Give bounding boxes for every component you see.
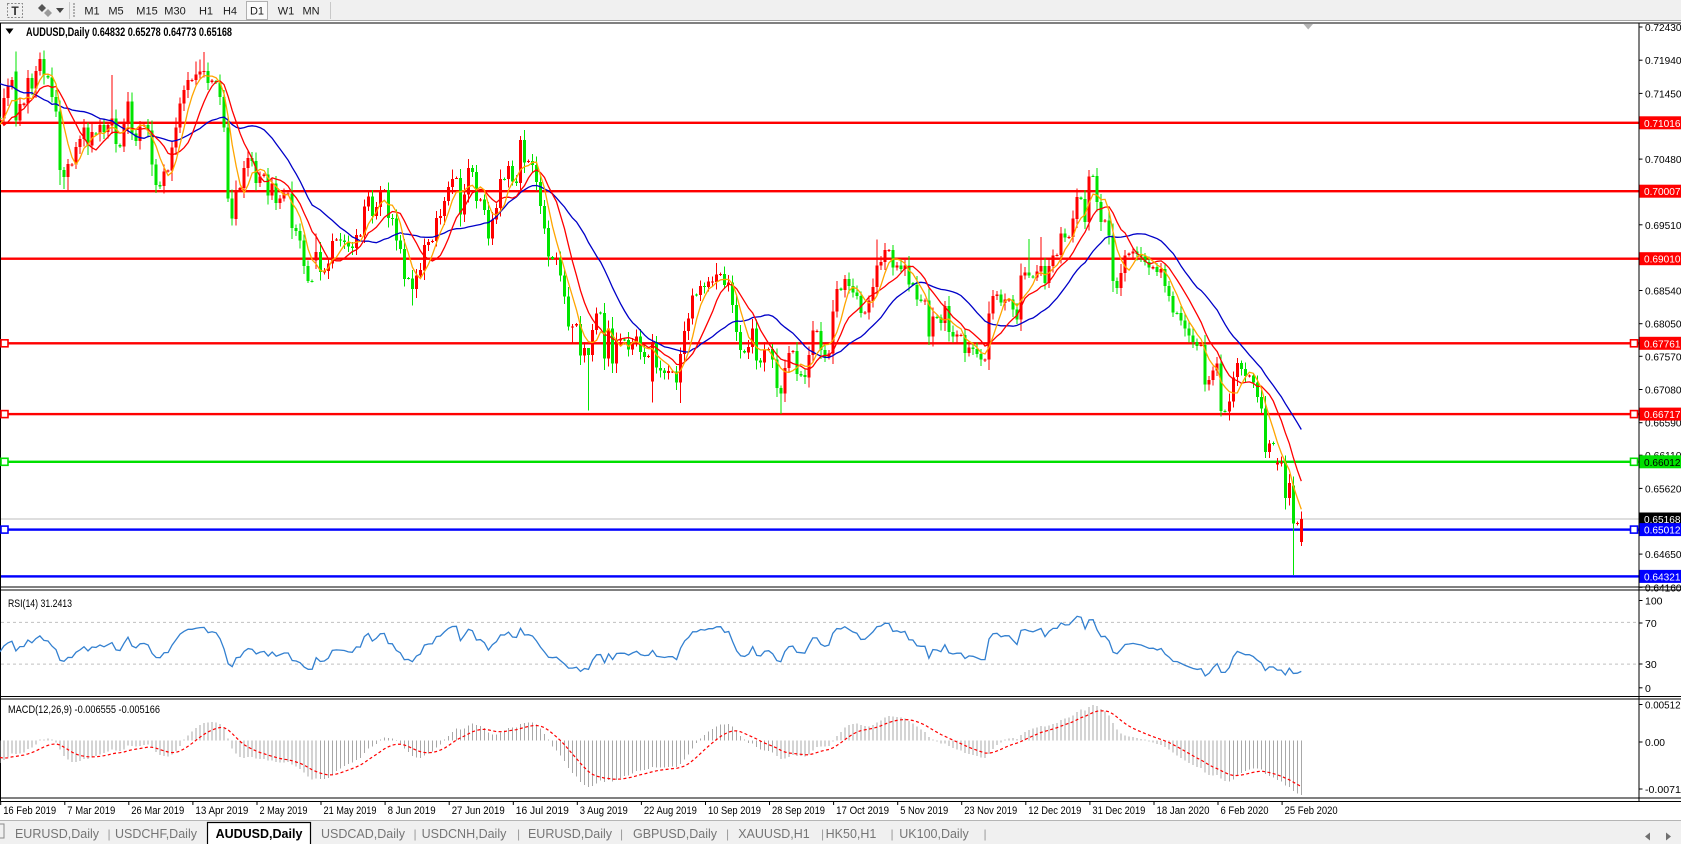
svg-text:0: 0 [1645, 683, 1651, 695]
svg-text:D1: D1 [250, 6, 264, 18]
svg-text:22 Aug 2019: 22 Aug 2019 [644, 805, 697, 817]
svg-text:UK100,Daily: UK100,Daily [899, 827, 969, 841]
svg-text:0.66590: 0.66590 [1645, 418, 1681, 430]
svg-text:H4: H4 [223, 6, 237, 18]
svg-text:M15: M15 [136, 6, 157, 18]
svg-text:0.005121: 0.005121 [1645, 700, 1681, 712]
svg-text:18 Jan 2020: 18 Jan 2020 [1157, 805, 1210, 817]
svg-text:8 Jun 2019: 8 Jun 2019 [388, 805, 436, 817]
svg-text:28 Sep 2019: 28 Sep 2019 [772, 805, 825, 817]
svg-text:0.71016: 0.71016 [1644, 118, 1681, 130]
svg-text:AUDUSD,Daily 0.64832 0.65278: AUDUSD,Daily 0.64832 0.65278 0.64773 0.6… [26, 27, 232, 39]
svg-text:0.68050: 0.68050 [1645, 319, 1681, 331]
svg-text:USDCNH,Daily: USDCNH,Daily [422, 827, 507, 841]
svg-text:M1: M1 [84, 6, 99, 18]
svg-text:0.71450: 0.71450 [1645, 88, 1681, 100]
svg-text:EURUSD,Daily: EURUSD,Daily [528, 827, 613, 841]
svg-text:RSI(14) 31.2413: RSI(14) 31.2413 [8, 598, 72, 610]
svg-text:0.67761: 0.67761 [1644, 338, 1681, 350]
svg-text:AUDUSD,Daily: AUDUSD,Daily [216, 827, 303, 841]
svg-text:0.64321: 0.64321 [1644, 571, 1681, 583]
svg-text:17 Oct 2019: 17 Oct 2019 [836, 805, 889, 817]
svg-text:GBPUSD,Daily: GBPUSD,Daily [633, 827, 718, 841]
svg-text:6 Feb 2020: 6 Feb 2020 [1221, 805, 1269, 817]
svg-text:31 Dec 2019: 31 Dec 2019 [1092, 805, 1145, 817]
svg-text:XAUUSD,H1: XAUUSD,H1 [738, 827, 810, 841]
svg-text:0.66012: 0.66012 [1644, 457, 1681, 469]
svg-text:M30: M30 [164, 6, 185, 18]
svg-text:70: 70 [1645, 618, 1657, 630]
svg-text:|: | [983, 827, 986, 841]
svg-text:0.66717: 0.66717 [1644, 409, 1681, 421]
svg-text:0.70480: 0.70480 [1645, 154, 1681, 166]
svg-text:7 Mar 2019: 7 Mar 2019 [67, 805, 115, 817]
svg-text:0.64650: 0.64650 [1645, 549, 1681, 561]
svg-text:0.64160: 0.64160 [1645, 582, 1681, 594]
svg-text:10 Sep 2019: 10 Sep 2019 [708, 805, 761, 817]
svg-text:|: | [107, 827, 110, 841]
svg-text:HK50,H1: HK50,H1 [826, 827, 877, 841]
svg-text:16 Feb 2019: 16 Feb 2019 [3, 805, 56, 817]
svg-text:|: | [620, 827, 623, 841]
svg-text:2 May 2019: 2 May 2019 [260, 805, 308, 817]
svg-text:-0.007111: -0.007111 [1645, 784, 1681, 796]
svg-text:|: | [821, 827, 824, 841]
svg-text:12 Dec 2019: 12 Dec 2019 [1028, 805, 1081, 817]
svg-text:H1: H1 [199, 6, 213, 18]
svg-text:0.72430: 0.72430 [1645, 22, 1681, 34]
svg-text:USDCAD,Daily: USDCAD,Daily [321, 827, 406, 841]
svg-text:0.67080: 0.67080 [1645, 385, 1681, 397]
svg-text:0.00: 0.00 [1645, 737, 1665, 749]
svg-text:M5: M5 [108, 6, 123, 18]
svg-text:0.70007: 0.70007 [1644, 186, 1681, 198]
svg-text:0.65012: 0.65012 [1644, 525, 1681, 537]
svg-text:0.71940: 0.71940 [1645, 55, 1681, 67]
svg-text:MACD(12,26,9) -0.006555 -0.005: MACD(12,26,9) -0.006555 -0.005166 [8, 704, 160, 716]
svg-text:0.68540: 0.68540 [1645, 286, 1681, 298]
svg-text:W1: W1 [278, 6, 295, 18]
svg-text:25 Feb 2020: 25 Feb 2020 [1285, 805, 1338, 817]
svg-text:|: | [726, 827, 729, 841]
svg-text:0.65620: 0.65620 [1645, 483, 1681, 495]
svg-text:5 Nov 2019: 5 Nov 2019 [900, 805, 948, 817]
svg-text:100: 100 [1645, 596, 1663, 608]
svg-text:21 May 2019: 21 May 2019 [324, 805, 377, 817]
svg-text:13 Apr 2019: 13 Apr 2019 [195, 805, 248, 817]
svg-text:|: | [413, 827, 416, 841]
svg-text:27 Jun 2019: 27 Jun 2019 [452, 805, 505, 817]
svg-text:|: | [517, 827, 520, 841]
svg-text:T: T [11, 4, 19, 18]
svg-text:USDCHF,Daily: USDCHF,Daily [115, 827, 198, 841]
svg-text:16 Jul 2019: 16 Jul 2019 [516, 805, 569, 817]
svg-text:30: 30 [1645, 659, 1657, 671]
svg-text:0.67570: 0.67570 [1645, 351, 1681, 363]
svg-text:23 Nov 2019: 23 Nov 2019 [964, 805, 1017, 817]
svg-text:26 Mar 2019: 26 Mar 2019 [131, 805, 184, 817]
svg-text:EURUSD,Daily: EURUSD,Daily [15, 827, 100, 841]
svg-text:0.69510: 0.69510 [1645, 220, 1681, 232]
svg-text:MN: MN [302, 6, 319, 18]
svg-text:0.65168: 0.65168 [1644, 514, 1681, 526]
svg-text:0.69010: 0.69010 [1644, 254, 1681, 266]
svg-text:3 Aug 2019: 3 Aug 2019 [580, 805, 628, 817]
svg-text:|: | [890, 827, 893, 841]
